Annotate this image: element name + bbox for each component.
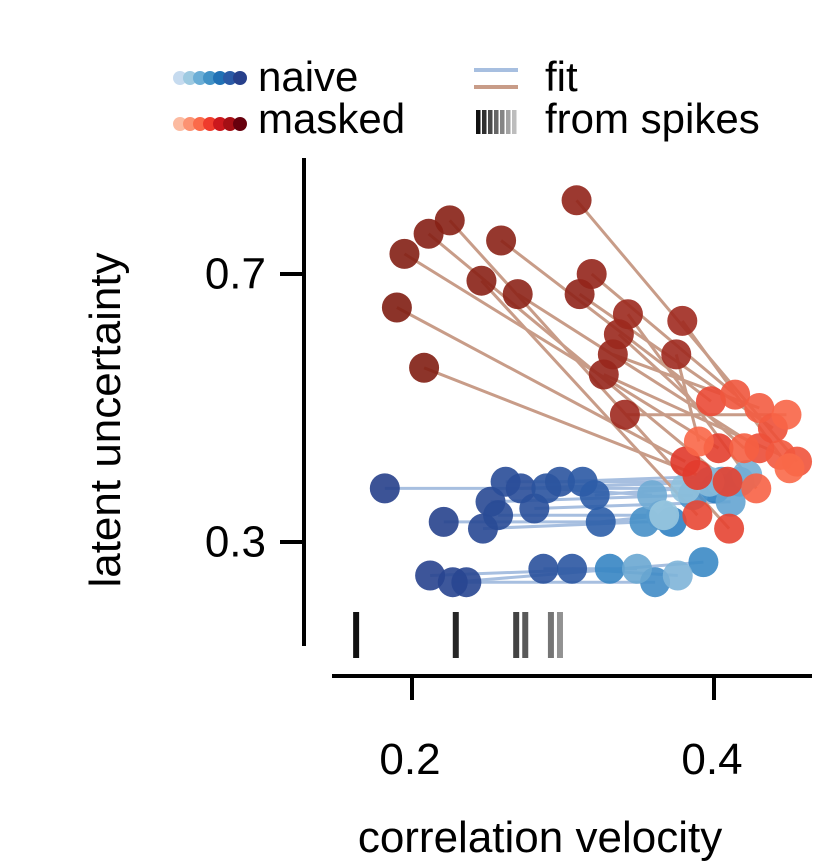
naive-point-start-13 [544,466,575,497]
fit-line-masked-6 [500,239,712,403]
legend-masked-dot [223,117,237,131]
masked-point-start-16 [661,339,692,370]
fit-line-naive-5 [482,520,645,531]
masked-points [381,185,813,544]
naive-point-start-17 [585,506,616,537]
masked-point-start-6 [486,225,517,256]
legend-naive-dot [193,71,207,85]
spike-marker-5 [556,612,563,658]
legend-naive-dot [233,71,247,85]
masked-point-end-3 [712,466,743,497]
legend-masked-swatch [173,117,247,131]
fit-line-masked-7 [516,292,761,450]
naive-point-end-17 [649,500,680,531]
spike-marker-4 [547,612,554,658]
axes: 0.7 0.3 0.2 0.4 correlation velocity lat… [81,158,812,862]
legend-label-masked: masked [258,95,405,142]
legend-spike-bar [488,110,493,134]
y-tick-label-0.3: 0.3 [205,518,266,567]
naive-point-start-4 [451,567,482,598]
naive-point-start-7 [483,500,514,531]
y-tick-label-0.7: 0.7 [205,250,266,299]
legend-spike-bar [506,110,511,134]
masked-point-end-16 [683,426,714,457]
masked-point-start-5 [466,265,497,296]
spike-marker-2 [513,612,520,658]
naive-point-start-0 [369,473,400,504]
fit-line-masked-1 [423,366,698,477]
naive-point-start-11 [528,553,559,584]
x-tick-label-0.4: 0.4 [681,735,742,784]
fit-line-masked-0 [396,306,687,463]
masked-point-start-17 [667,305,698,336]
legend-masked-dot [203,117,217,131]
masked-point-end-12 [744,393,775,423]
masked-point-start-1 [409,352,440,383]
legend: naive masked fit from spikes [173,53,760,142]
legend-masked-dot [213,117,227,131]
legend-masked-dot [233,117,247,131]
x-tick-label-0.2: 0.2 [379,735,440,784]
legend-naive-dot [173,71,187,85]
legend-naive-dot [223,71,237,85]
legend-masked-dot [173,117,187,131]
masked-point-end-1 [682,460,713,490]
naive-point-start-2 [415,560,446,591]
spike-marker-3 [522,612,529,658]
legend-label-naive: naive [258,53,358,100]
masked-point-start-7 [502,279,533,310]
naive-point-start-1 [428,506,459,537]
fit-line-masked-13 [617,333,746,450]
masked-point-end-4 [714,513,745,544]
legend-naive-dot [203,71,217,85]
naive-point-start-14 [557,553,588,584]
legend-spike-bar [494,110,499,134]
masked-point-end-15 [771,399,802,430]
legend-masked-dot [193,117,207,131]
y-axis-label: latent uncertainty [81,252,130,587]
masked-point-end-13 [729,433,760,464]
masked-point-end-10 [720,379,751,410]
masked-point-start-9 [561,185,592,216]
naive-point-end-14 [662,560,693,591]
masked-point-start-0 [381,292,412,323]
legend-label-from-spikes: from spikes [545,95,760,142]
legend-fit-swatch [474,68,518,89]
legend-spikes-swatch [476,110,517,134]
legend-spike-bar [482,110,487,134]
masked-point-end-14 [741,473,772,504]
legend-naive-dot [183,71,197,85]
naive-point-end-2 [594,553,625,584]
legend-spike-bar [476,110,481,134]
masked-point-start-4 [434,205,465,236]
masked-point-start-15 [609,399,640,430]
masked-point-end-6 [695,386,726,417]
spike-markers [353,612,563,658]
masked-point-end-5 [682,500,713,531]
spike-marker-0 [353,612,360,658]
legend-spike-bar [500,110,505,134]
masked-point-start-10 [576,259,607,289]
x-axis-label: correlation velocity [358,813,722,862]
legend-naive-swatch [173,71,247,85]
legend-naive-dot [213,71,227,85]
naive-point-end-11 [621,553,652,584]
legend-masked-dot [183,117,197,131]
fit-line-masked-10 [590,272,737,396]
fit-line-masked-5 [480,279,699,517]
legend-spike-bar [512,110,517,134]
masked-point-end-17 [774,453,805,484]
masked-point-start-2 [389,238,420,269]
legend-label-fit: fit [545,53,578,100]
naive-point-start-16 [579,480,610,511]
spike-marker-1 [452,612,459,658]
masked-point-start-14 [612,299,643,330]
naive-point-end-3 [688,547,719,578]
